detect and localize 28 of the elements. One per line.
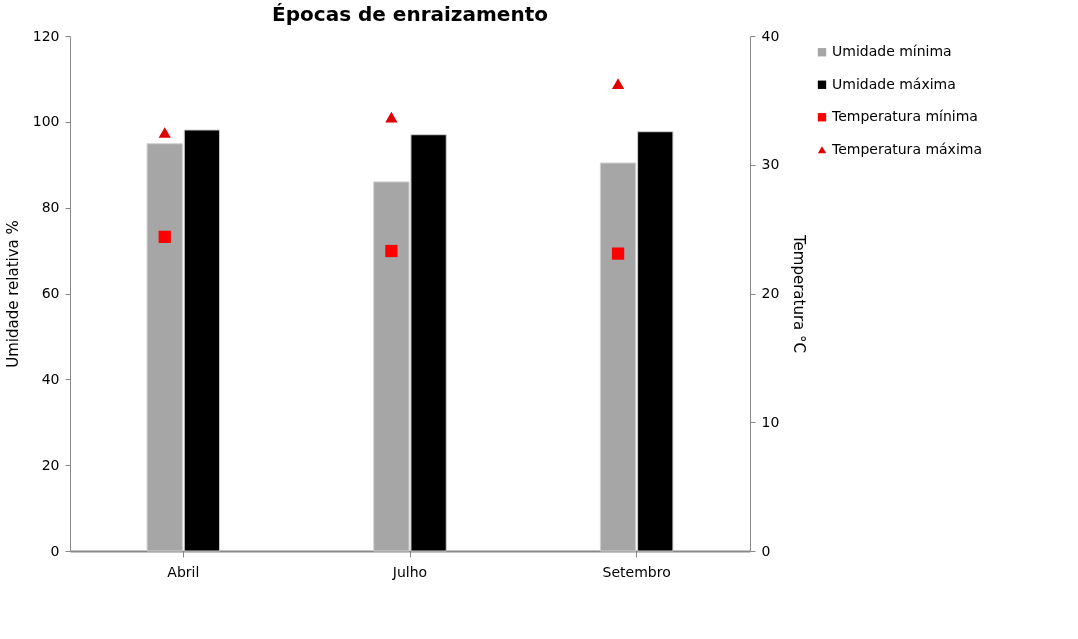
y-tick-label: 20 [41, 456, 60, 473]
chart-title: Épocas de enraizamento [272, 2, 548, 26]
y2-tick-label: 20 [761, 285, 780, 301]
point [158, 230, 171, 243]
y-tick-label: 0 [50, 542, 60, 559]
x-tick-label: Setembro [602, 563, 671, 580]
point [158, 127, 171, 138]
point [611, 78, 625, 89]
point [611, 247, 625, 260]
y-tick-label: 80 [41, 199, 60, 216]
legend-label: Temperatura mínima [831, 108, 978, 125]
y-tick-label: 100 [32, 113, 60, 130]
point [385, 244, 398, 258]
y-axis-title: Umidade relativa % [3, 220, 22, 368]
y2-tick-label: 40 [761, 27, 780, 44]
x-tick-label: Abril [167, 563, 200, 580]
y2-axis-title: Temperatura °C [790, 233, 809, 354]
legend-label: Temperatura máxima [831, 140, 983, 157]
legend-label: Umidade mínima [832, 43, 952, 60]
y-tick-label: 60 [41, 285, 60, 301]
y-tick-label: 120 [32, 27, 60, 44]
x-tick-label: Julho [391, 563, 428, 580]
y2-tick-label: 30 [761, 156, 780, 173]
y-tick-label: 40 [41, 370, 60, 387]
y2-tick-label: 0 [761, 542, 771, 559]
legend-label: Umidade máxima [832, 75, 956, 92]
point [385, 111, 398, 123]
y2-tick-label: 10 [761, 413, 780, 430]
